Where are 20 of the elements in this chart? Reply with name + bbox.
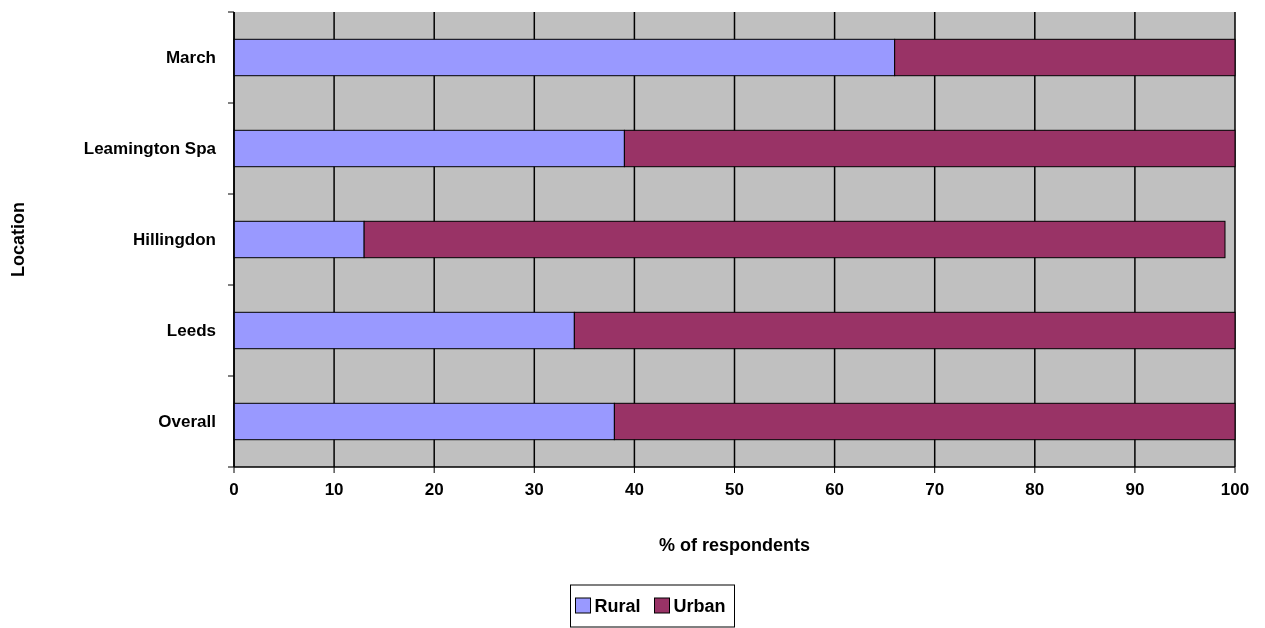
x-tick-label: 100	[1220, 480, 1250, 499]
x-tick-label: 30	[524, 480, 544, 499]
y-tick-label: Overall	[158, 412, 216, 432]
y-axis-title: Location	[8, 202, 28, 277]
x-tick-label: 90	[1125, 480, 1145, 499]
x-tick-label: 10	[324, 480, 344, 499]
x-tick-label: 70	[925, 480, 945, 499]
y-tick-label: March	[165, 48, 216, 68]
x-tick-label: 60	[825, 480, 845, 499]
y-tick-label: Hillingdon	[132, 230, 216, 250]
x-tick-label: 80	[1025, 480, 1045, 499]
x-tick-label: 40	[624, 480, 644, 499]
x-axis-title: % of respondents	[658, 535, 811, 555]
x-tick-label: 50	[725, 480, 744, 499]
y-tick-label: Leamington Spa	[83, 139, 217, 159]
legend-label: Urban	[673, 596, 726, 617]
x-tick-label: 20	[424, 480, 444, 499]
y-tick-label: Leeds	[166, 321, 216, 341]
legend-label: Rural	[594, 596, 641, 617]
x-tick-label: 0	[229, 480, 239, 499]
